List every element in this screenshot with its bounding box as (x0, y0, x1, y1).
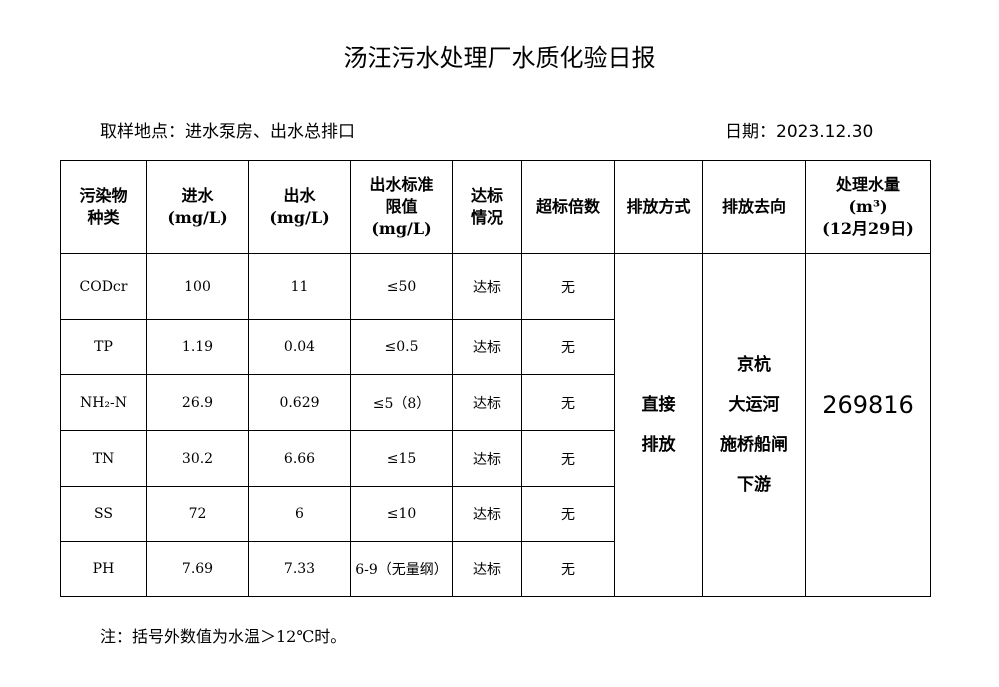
cell-line: 超标倍数 (535, 197, 600, 216)
cell-line: 直接 (641, 395, 676, 415)
header-cell: 出水标准限值 (mg/L) (350, 160, 453, 254)
footnote: 注：括号外数值为水温＞12℃时。 (100, 627, 347, 646)
header-cell: 污染物 种类 (60, 160, 147, 254)
data-cell: 无 (521, 374, 615, 431)
header-cell: 排放去向 (702, 160, 806, 254)
cell-line: 进水 (181, 186, 214, 205)
cell-line: 种类 (87, 208, 120, 227)
cell-line: (m³) (848, 197, 888, 216)
cell-line: (12月29日) (822, 219, 914, 238)
data-cell: 6 (248, 486, 351, 542)
cell-line: 情况 (470, 208, 503, 227)
data-cell: 6.66 (248, 430, 351, 487)
data-cell: SS (60, 486, 147, 542)
quality-table: 污染物 种类 进水 (mg/L) 出水 (mg/L) 出水标准 限值 (mg/L) 达标 情况 超标倍… (60, 160, 931, 597)
data-cell: 6-9（无量纲） (350, 541, 453, 597)
cell-line: 大运河 (728, 395, 780, 415)
data-row: PH 7.69 7.33 6-9（无量纲） 达标无 (60, 541, 931, 597)
data-cell: 无 (521, 486, 615, 542)
data-cell: ≤0.5 (350, 319, 453, 375)
data-cell: ≤5（8） (350, 374, 453, 431)
data-cell: ≤15 (350, 430, 453, 487)
cell-line: (mg/L) (371, 219, 432, 238)
data-row: TP 1.19 0.04 ≤0.5 达标无 (60, 319, 931, 375)
data-cell: ≤10 (350, 486, 453, 542)
data-row: CODcr 100 11 ≤50 达标无直接 排放 京杭 大运河 施桥船闸 下游 269816 (60, 253, 931, 597)
data-cell: 26.9 (146, 374, 249, 431)
header-cell: 进水 (mg/L) (146, 160, 249, 254)
data-cell: TN (60, 430, 147, 487)
data-cell: NH₂-N (60, 374, 147, 431)
cell-line: 排放去向 (721, 197, 786, 216)
data-cell: 达标 (452, 374, 522, 431)
data-cell: ≤50 (350, 253, 453, 320)
data-cell: 无 (521, 541, 615, 597)
data-cell: 72 (146, 486, 249, 542)
header-cell: 处理水量 (m³) (12月29日) (805, 160, 931, 254)
data-cell: 达标 (452, 486, 522, 542)
header-cell: 出水 (mg/L) (248, 160, 351, 254)
data-cell: 达标 (452, 430, 522, 487)
data-cell: TP (60, 319, 147, 375)
cell-line: 施桥船闸 (720, 435, 788, 455)
header-cell: 超标倍数 (521, 160, 615, 254)
cell-line: 京杭 (737, 355, 771, 375)
cell-line: 达标 (470, 186, 503, 205)
data-cell: 达标 (452, 253, 522, 320)
cell-line: 排放 (641, 435, 676, 455)
data-cell: 无 (521, 253, 615, 320)
data-cell: 11 (248, 253, 351, 320)
data-cell: 达标 (452, 541, 522, 597)
data-cell: CODcr (60, 253, 147, 320)
discharge-method: 直接 排放 (614, 253, 703, 597)
title: 汤汪污水处理厂水质化验日报 (343, 44, 656, 72)
data-cell: 0.04 (248, 319, 351, 375)
header-row: 污染物 种类 进水 (mg/L) 出水 (mg/L) 出水标准 限值 (mg/L) 达标 情况 超标倍… (60, 160, 931, 254)
data-cell: 1.19 (146, 319, 249, 375)
discharge-destination: 京杭大运河施桥船闸下游 (702, 253, 806, 597)
cell-line: 污染物 (79, 186, 128, 205)
data-cell: 7.69 (146, 541, 249, 597)
data-row: NH₂-N 26.9 0.629 ≤5（8） 达标无 (60, 374, 931, 431)
data-cell: 7.33 (248, 541, 351, 597)
data-cell: 0.629 (248, 374, 351, 431)
cell-line: 出水标准 (369, 175, 434, 194)
header-cell: 排放方式 (614, 160, 703, 254)
cell-line: (mg/L) (269, 208, 330, 227)
data-cell: 达标 (452, 319, 522, 375)
data-cell: 100 (146, 253, 249, 320)
data-cell: 无 (521, 319, 615, 375)
report-date: 日期：2023.12.30 (725, 122, 874, 142)
sampling-location: 取样地点：进水泵房、出水总排口 (100, 122, 355, 142)
cell-line: 限值 (385, 197, 418, 216)
cell-line: 排放方式 (626, 197, 691, 216)
treated-volume: 269816 (805, 253, 931, 597)
header-cell: 达标 情况 (452, 160, 522, 254)
data-row: SS 72 6 ≤10 达标无 (60, 486, 931, 542)
data-cell: 无 (521, 430, 615, 487)
cell-line: 处理水量 (835, 175, 900, 194)
data-row: TN 30.2 6.66 ≤15 达标无 (60, 430, 931, 487)
cell-line: (mg/L) (167, 208, 228, 227)
data-cell: 30.2 (146, 430, 249, 487)
data-cell: PH (60, 541, 147, 597)
cell-line: 出水 (283, 186, 316, 205)
cell-line: 下游 (737, 475, 771, 495)
